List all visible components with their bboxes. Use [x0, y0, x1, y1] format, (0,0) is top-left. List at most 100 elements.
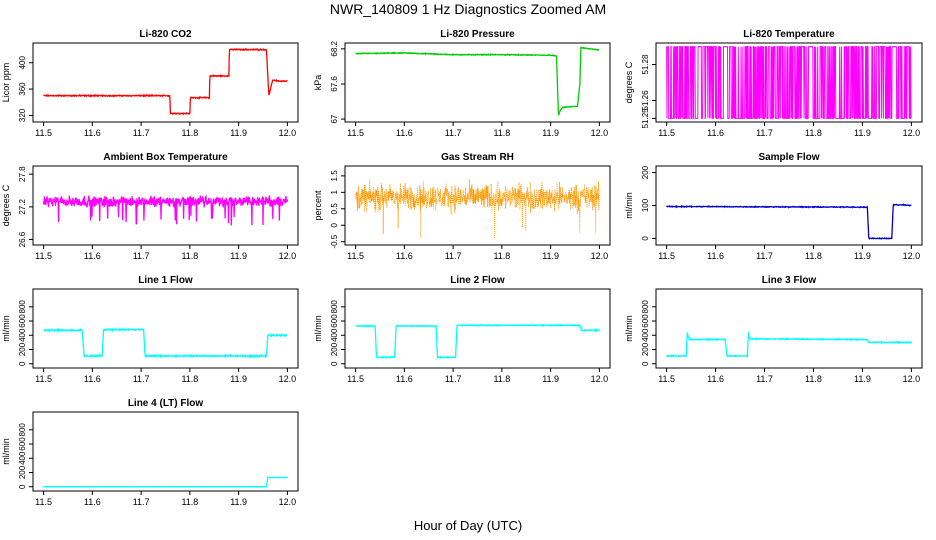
panel-title: Li-820 Temperature — [743, 29, 835, 40]
x-tick-label: 11.9 — [230, 497, 247, 507]
y-tick-label: 600 — [330, 314, 339, 328]
series-line — [355, 46, 600, 116]
plot-frame — [344, 165, 611, 246]
panel-9: Line 3 Flow ml/min 11.5 11.6 11.7 11.8 11.9 12.… — [624, 275, 923, 384]
x-axis-title: Hour of Day (UTC) — [413, 518, 523, 533]
y-tick-label: 200 — [330, 342, 339, 356]
x-tick-label: 11.7 — [445, 251, 462, 261]
panel-1: Li-820 CO2 Licor ppm 11.5 11.6 11.7 11.8 11.9 1… — [1, 29, 299, 138]
series-group — [42, 194, 289, 226]
x-tick-label: 11.8 — [181, 497, 198, 507]
x-tick-label: 11.5 — [347, 374, 364, 384]
series-group — [666, 203, 912, 240]
panel-title: Li-820 CO2 — [139, 29, 192, 40]
y-tick-label: 360 — [18, 82, 27, 96]
panel-title: Gas Stream RH — [441, 152, 514, 163]
panel-title: Li-820 Pressure — [440, 29, 515, 40]
panel-10: Line 4 (LT) Flow ml/min 11.5 11.6 11.7 11.8 11… — [1, 398, 299, 507]
x-tick-label: 11.8 — [181, 128, 198, 138]
x-tick-label: 11.5 — [35, 497, 52, 507]
x-tick-label: 11.6 — [84, 497, 101, 507]
y-axis-label: ml/min — [313, 315, 323, 342]
x-tick-label: 11.6 — [707, 374, 724, 384]
x-tick-label: 11.9 — [854, 374, 871, 384]
panel-title: Sample Flow — [758, 152, 819, 163]
panel-7: Line 1 Flow ml/min 11.5 11.6 11.7 11.8 11.9 12.… — [1, 275, 299, 384]
x-tick-label: 11.9 — [542, 374, 559, 384]
x-tick-label: 11.7 — [756, 251, 773, 261]
x-tick-label: 11.7 — [133, 128, 150, 138]
y-tick-label: 1.5 — [330, 170, 339, 182]
x-tick-label: 11.6 — [707, 128, 724, 138]
x-tick-label: 11.5 — [35, 251, 52, 261]
y-tick-label: 51.25 — [641, 108, 650, 129]
panel-8: Line 2 Flow ml/min 11.5 11.6 11.7 11.8 11.9 12.… — [313, 275, 611, 384]
y-tick-label: 27.8 — [18, 166, 27, 182]
x-tick-label: 11.9 — [854, 128, 871, 138]
x-tick-label: 11.7 — [133, 374, 150, 384]
plot-frame — [655, 42, 923, 123]
x-tick-label: 11.7 — [445, 374, 462, 384]
y-axis-label: kPa — [313, 75, 323, 91]
x-tick-label: 11.7 — [445, 128, 462, 138]
series-line — [666, 330, 912, 359]
panel-title: Line 2 Flow — [450, 275, 505, 286]
y-tick-label: 51.26 — [641, 90, 650, 111]
y-tick-label: 400 — [330, 328, 339, 342]
x-tick-label: 11.8 — [805, 374, 822, 384]
x-tick-label: 11.7 — [133, 497, 150, 507]
plot-frame — [344, 288, 611, 369]
y-tick-label: 800 — [18, 423, 27, 437]
x-tick-label: 11.6 — [707, 251, 724, 261]
y-tick-label: 800 — [641, 300, 650, 314]
y-tick-label: 0 — [330, 361, 339, 366]
x-tick-label: 11.8 — [493, 128, 510, 138]
panel-title: Line 4 (LT) Flow — [128, 398, 204, 409]
x-tick-label: 12.0 — [591, 374, 609, 384]
y-axis-label: Licor ppm — [1, 63, 11, 103]
y-tick-label: 320 — [18, 108, 27, 122]
x-tick-label: 11.6 — [396, 251, 413, 261]
x-tick-label: 11.5 — [35, 374, 52, 384]
x-tick-label: 11.5 — [35, 128, 52, 138]
y-tick-label: 200 — [18, 465, 27, 479]
y-axis-label: degrees C — [624, 61, 634, 103]
y-tick-label: 400 — [641, 328, 650, 342]
plot-frame — [655, 288, 923, 369]
series-group — [43, 47, 288, 116]
x-tick-label: 11.6 — [84, 374, 101, 384]
y-tick-label: 100 — [641, 198, 650, 212]
y-tick-label: 0 — [18, 361, 27, 366]
y-tick-label: 200 — [18, 342, 27, 356]
panel-4: Ambient Box Temperature degrees C 11.5 11.6… — [1, 152, 299, 261]
y-tick-label: 0 — [18, 484, 27, 489]
series-line — [666, 46, 912, 119]
x-tick-label: 11.5 — [347, 128, 364, 138]
series-group — [43, 326, 288, 360]
y-tick-label: 400 — [18, 56, 27, 70]
x-tick-label: 11.8 — [493, 251, 510, 261]
y-tick-label: 400 — [18, 328, 27, 342]
x-tick-label: 12.0 — [279, 497, 297, 507]
y-tick-label: 67 — [330, 114, 339, 123]
series-group — [355, 323, 600, 360]
y-tick-label: 0.5 — [330, 203, 339, 215]
series-line — [42, 194, 289, 226]
x-tick-label: 12.0 — [279, 251, 297, 261]
series-group — [355, 46, 600, 116]
x-tick-label: 12.0 — [279, 128, 297, 138]
y-tick-label: 600 — [18, 314, 27, 328]
x-tick-label: 11.7 — [756, 374, 773, 384]
y-axis-label: ml/min — [1, 438, 11, 465]
x-tick-label: 12.0 — [279, 374, 297, 384]
x-tick-label: 11.9 — [542, 251, 559, 261]
y-tick-label: 800 — [330, 300, 339, 314]
panel-2: Li-820 Pressure kPa 11.5 11.6 11.7 11.8 11.9 12… — [313, 29, 611, 138]
y-tick-label: 1 — [330, 190, 339, 195]
plot-frame — [344, 42, 611, 123]
series-group — [355, 179, 600, 239]
y-tick-label: 600 — [641, 314, 650, 328]
series-line — [43, 326, 288, 360]
